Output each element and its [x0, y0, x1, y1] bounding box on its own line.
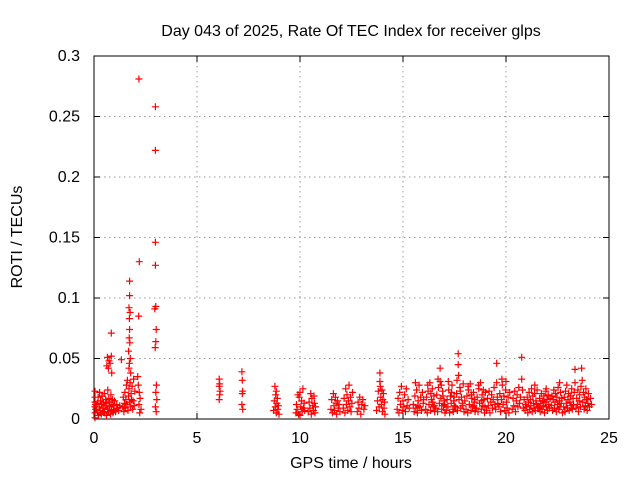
y-tick-label: 0.1 [58, 290, 80, 307]
x-tick-label: 15 [394, 430, 412, 447]
x-tick-label: 25 [600, 430, 618, 447]
data-points [91, 75, 595, 422]
grid-path [94, 56, 609, 419]
y-tick-label: 0.3 [58, 48, 80, 65]
y-tick-label: 0.2 [58, 169, 80, 186]
axis-ticks [93, 55, 610, 420]
x-tick-label: 20 [497, 430, 515, 447]
chart-title: Day 043 of 2025, Rate Of TEC Index for r… [161, 23, 540, 40]
y-tick-label: 0.25 [49, 109, 80, 126]
grid-lines [94, 56, 609, 419]
y-axis-label: ROTI / TECUs [9, 186, 26, 289]
axis-tick-labels: 0 5 10 15 20 25 0 0.05 0.1 0.15 0.2 0.25 0.3 [49, 48, 618, 447]
x-tick-label: 5 [193, 430, 202, 447]
x-axis-label: GPS time / hours [290, 455, 412, 472]
x-tick-label: 0 [90, 430, 99, 447]
y-tick-label: 0 [71, 411, 80, 428]
y-tick-label: 0.05 [49, 351, 80, 368]
tick-marks [93, 55, 610, 420]
series-markers [91, 75, 595, 422]
y-tick-label: 0.15 [49, 230, 80, 247]
plot-border [93, 55, 610, 420]
x-tick-label: 10 [291, 430, 309, 447]
